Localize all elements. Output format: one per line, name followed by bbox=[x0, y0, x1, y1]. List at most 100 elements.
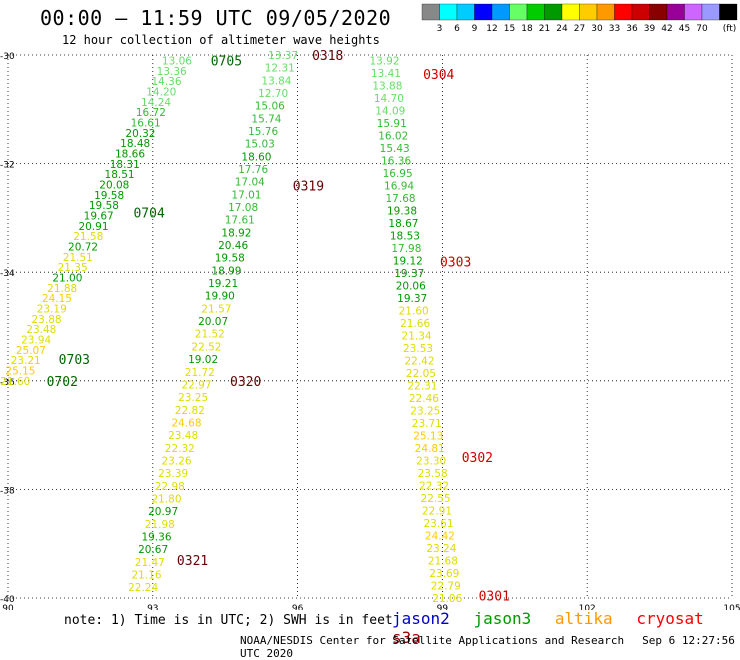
y-tick-label: -30 bbox=[0, 52, 15, 62]
swh-value-label: 25.07 bbox=[16, 345, 46, 357]
swh-value-label: 16.72 bbox=[136, 107, 166, 119]
swh-value-label: 22.31 bbox=[407, 380, 437, 392]
colorbar-label: 9 bbox=[472, 24, 478, 34]
credit-line: NOAA/NESDIS Center for Satellite Applica… bbox=[240, 634, 740, 660]
swh-value-label: 21.80 bbox=[151, 493, 181, 505]
swh-value-label: 22.91 bbox=[422, 505, 452, 517]
swh-value-label: 12.31 bbox=[265, 63, 295, 75]
swh-value-label: 21.57 bbox=[201, 303, 231, 315]
swh-value-label: 18.92 bbox=[221, 227, 251, 239]
colorbar-label: 6 bbox=[454, 24, 460, 34]
y-tick-label: -40 bbox=[0, 595, 15, 605]
pass-time-label: 0702 bbox=[47, 375, 78, 390]
swh-value-label: 21.06 bbox=[432, 593, 462, 605]
colorbar-label: 30 bbox=[591, 24, 603, 34]
swh-value-label: 20.08 bbox=[99, 179, 129, 191]
swh-value-label: 18.31 bbox=[110, 159, 140, 171]
swh-value-label: 23.71 bbox=[412, 418, 442, 430]
swh-value-label: 15.43 bbox=[380, 143, 410, 155]
swh-value-label: 23.94 bbox=[21, 334, 51, 346]
swh-value-label: 20.07 bbox=[198, 316, 228, 328]
pass-time-label: 0302 bbox=[462, 451, 493, 466]
swh-value-label: 19.90 bbox=[205, 291, 235, 303]
swh-value-label: 21.47 bbox=[135, 557, 165, 569]
swh-value-label: 16.94 bbox=[384, 180, 414, 192]
swh-value-label: 25.13 bbox=[413, 430, 443, 442]
swh-value-label: 19.37 bbox=[394, 268, 424, 280]
colorbar-label: 18 bbox=[521, 24, 533, 34]
legend-jason2: jason2 bbox=[392, 609, 450, 628]
colorbar-swatch bbox=[719, 3, 738, 21]
pass-time-label: 0303 bbox=[440, 255, 471, 270]
swh-value-label: 22.98 bbox=[155, 481, 185, 493]
legend-s3a: s3a bbox=[392, 628, 421, 647]
x-tick-label: 102 bbox=[579, 604, 596, 610]
swh-value-label: 13.36 bbox=[157, 66, 187, 78]
swh-value-label: 13.92 bbox=[369, 55, 399, 67]
swh-value-label: 21.98 bbox=[145, 519, 175, 531]
chart-title: 00:00 – 11:59 UTC 09/05/2020 bbox=[40, 6, 392, 30]
colorbar-label: (ft) bbox=[723, 24, 737, 34]
pass-time-label: 0304 bbox=[423, 68, 454, 83]
swh-value-label: 19.67 bbox=[84, 210, 114, 222]
swh-value-label: 16.02 bbox=[378, 130, 408, 142]
swh-value-label: 22.24 bbox=[128, 582, 158, 594]
colorbar-label: 3 bbox=[437, 24, 443, 34]
x-tick-label: 90 bbox=[2, 604, 14, 610]
swh-value-label: 18.48 bbox=[120, 138, 150, 150]
legend-altika: altika bbox=[554, 609, 613, 628]
swh-value-label: 23.24 bbox=[426, 543, 456, 555]
y-tick-label: -36 bbox=[0, 378, 15, 388]
swh-value-label: 21.16 bbox=[131, 569, 161, 581]
x-tick-label: 99 bbox=[437, 604, 449, 610]
swh-value-label: 16.95 bbox=[383, 168, 413, 180]
swh-value-label: 23.88 bbox=[32, 314, 62, 326]
swh-value-label: 18.67 bbox=[388, 218, 418, 230]
pass-time-label: 0704 bbox=[133, 206, 164, 221]
x-tick-label: 93 bbox=[147, 604, 158, 610]
credit-text: NOAA/NESDIS Center for Satellite Applica… bbox=[240, 634, 625, 647]
pass-time-label: 0320 bbox=[230, 375, 261, 390]
swh-value-label: 14.36 bbox=[151, 76, 181, 88]
swh-value-label: 20.06 bbox=[396, 280, 426, 292]
swh-value-label: 19.36 bbox=[141, 531, 171, 543]
swh-value-label: 24.68 bbox=[171, 417, 201, 429]
pass-time-label: 0318 bbox=[312, 49, 343, 64]
swh-value-label: 17.61 bbox=[225, 215, 255, 227]
swh-value-label: 15.74 bbox=[251, 113, 281, 125]
colorbar-label: 12 bbox=[486, 24, 497, 34]
colorbar-label: 24 bbox=[556, 24, 568, 34]
swh-value-label: 17.04 bbox=[235, 177, 265, 189]
y-tick-label: -34 bbox=[0, 269, 15, 279]
swh-value-label: 22.79 bbox=[431, 580, 461, 592]
swh-value-label: 21.35 bbox=[58, 262, 88, 274]
swh-value-label: 22.42 bbox=[404, 355, 434, 367]
swh-value-label: 21.34 bbox=[402, 330, 432, 342]
units-note: note: 1) Time is in UTC; 2) SWH is in fe… bbox=[64, 613, 393, 628]
swh-value-label: 23.26 bbox=[161, 455, 191, 467]
colorbar-label: 36 bbox=[626, 24, 638, 34]
swh-value-label: 13.37 bbox=[268, 50, 298, 62]
swh-value-label: 15.03 bbox=[245, 139, 275, 151]
swh-value-label: 23.48 bbox=[168, 430, 198, 442]
swh-value-label: 19.37 bbox=[397, 293, 427, 305]
swh-value-label: 23.25 bbox=[178, 392, 208, 404]
swh-value-label: 14.09 bbox=[375, 105, 405, 117]
colorbar-label: 27 bbox=[574, 24, 585, 34]
pass-time-label: 0321 bbox=[177, 554, 208, 569]
swh-value-label: 22.55 bbox=[421, 493, 451, 505]
swh-value-label: 19.02 bbox=[188, 354, 218, 366]
swh-value-label: 21.72 bbox=[185, 367, 215, 379]
swh-value-label: 23.48 bbox=[26, 324, 56, 336]
swh-value-label: 22.05 bbox=[406, 368, 436, 380]
y-tick-label: -32 bbox=[0, 161, 15, 171]
swh-value-label: 19.21 bbox=[208, 278, 238, 290]
swh-value-label: 18.60 bbox=[241, 151, 271, 163]
colorbar-label: 39 bbox=[644, 24, 656, 34]
swh-value-label: 22.32 bbox=[165, 443, 195, 455]
swh-value-label: 24.15 bbox=[42, 293, 72, 305]
swh-value-label: 22.46 bbox=[409, 393, 439, 405]
swh-value-label: 13.41 bbox=[371, 68, 401, 80]
swh-value-label: 25.15 bbox=[5, 365, 35, 377]
pass-time-label: 0301 bbox=[479, 589, 510, 604]
